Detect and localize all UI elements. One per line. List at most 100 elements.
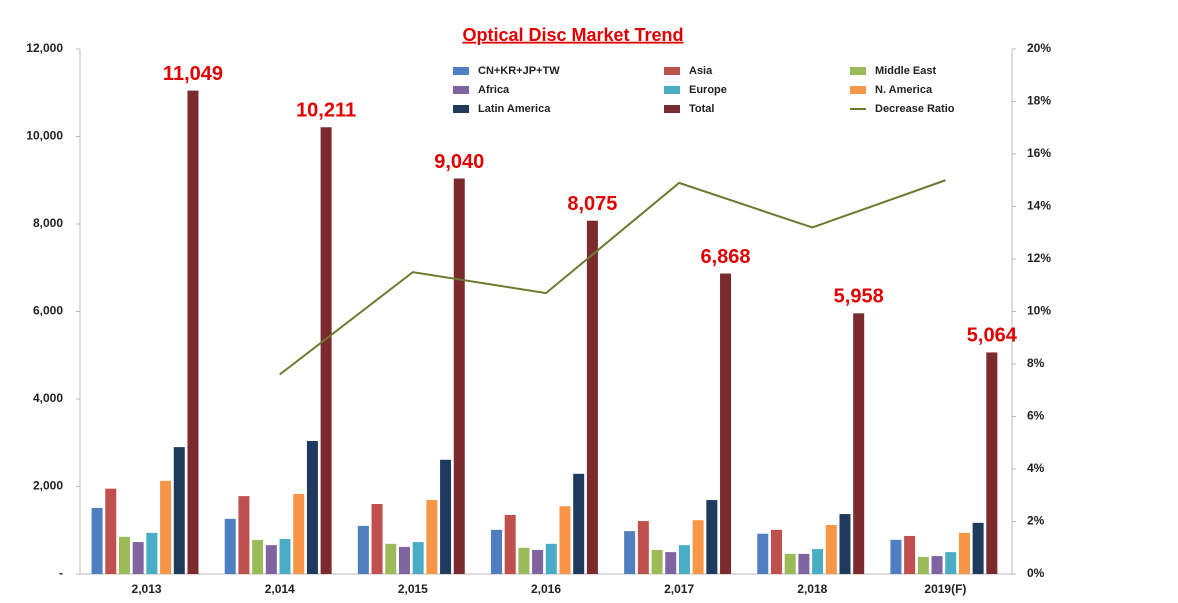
x-tick-label: 2,017 bbox=[664, 582, 694, 596]
bar bbox=[770, 529, 782, 574]
legend-label: Decrease Ratio bbox=[875, 103, 955, 115]
bar bbox=[839, 514, 851, 574]
legend-swatch bbox=[453, 105, 469, 113]
legend-label: N. America bbox=[875, 84, 933, 96]
x-tick-label: 2,013 bbox=[132, 582, 162, 596]
bar bbox=[904, 535, 916, 574]
bar bbox=[986, 352, 998, 574]
x-tick-label: 2,016 bbox=[531, 582, 561, 596]
data-label: 11,049 bbox=[163, 63, 223, 85]
bar bbox=[320, 127, 332, 575]
bar bbox=[453, 178, 465, 574]
bar bbox=[385, 543, 397, 574]
bar bbox=[398, 546, 410, 574]
legend-swatch bbox=[453, 86, 469, 94]
bar bbox=[118, 536, 130, 574]
y-tick-label: 8,000 bbox=[33, 216, 63, 230]
legend-label: CN+KR+JP+TW bbox=[478, 65, 560, 77]
x-tick-label: 2,018 bbox=[797, 582, 827, 596]
y2-tick-label: 6% bbox=[1027, 409, 1045, 423]
bar bbox=[757, 533, 769, 574]
bar bbox=[160, 480, 172, 574]
bar bbox=[132, 542, 144, 574]
y-tick-label: 6,000 bbox=[33, 304, 63, 318]
data-label: 9,040 bbox=[434, 151, 484, 173]
bar bbox=[665, 552, 677, 574]
bar bbox=[371, 504, 383, 574]
bar bbox=[426, 500, 438, 574]
legend-swatch bbox=[850, 86, 866, 94]
bar bbox=[265, 545, 277, 574]
bar bbox=[798, 553, 810, 574]
bar bbox=[586, 220, 598, 574]
bar bbox=[972, 522, 984, 574]
bar bbox=[279, 539, 291, 574]
x-tick-label: 2019(F) bbox=[924, 582, 966, 596]
bar bbox=[491, 529, 502, 574]
bar bbox=[224, 518, 236, 574]
bar bbox=[890, 539, 902, 574]
data-label: 5,958 bbox=[834, 286, 884, 308]
y2-tick-label: 18% bbox=[1027, 94, 1051, 108]
bar bbox=[504, 514, 516, 574]
y2-tick-label: 0% bbox=[1027, 566, 1045, 580]
bar bbox=[917, 556, 929, 574]
y-tick-label: 12,000 bbox=[26, 41, 63, 55]
data-label: 8,075 bbox=[567, 193, 617, 215]
legend-swatch bbox=[664, 86, 680, 94]
bar bbox=[624, 531, 636, 574]
bar bbox=[945, 552, 957, 574]
bar bbox=[357, 525, 369, 574]
legend-swatch bbox=[664, 105, 680, 113]
bar bbox=[173, 447, 185, 574]
bar bbox=[784, 553, 796, 574]
bar bbox=[518, 547, 530, 574]
bar bbox=[252, 539, 264, 574]
bar bbox=[931, 556, 943, 574]
bar bbox=[573, 473, 585, 574]
bar bbox=[187, 90, 199, 574]
y2-tick-label: 2% bbox=[1027, 514, 1045, 528]
bar bbox=[412, 542, 424, 574]
legend-swatch bbox=[664, 67, 680, 75]
data-label: 6,868 bbox=[701, 246, 751, 268]
bar bbox=[293, 493, 305, 574]
bar bbox=[678, 545, 690, 574]
y-tick-label: - bbox=[59, 566, 63, 580]
y-tick-label: 4,000 bbox=[33, 391, 63, 405]
bar bbox=[706, 500, 718, 574]
legend-label: Africa bbox=[478, 84, 510, 96]
data-label: 10,211 bbox=[296, 100, 356, 122]
y-tick-label: 2,000 bbox=[33, 479, 63, 493]
bar bbox=[825, 525, 837, 574]
bar bbox=[532, 549, 544, 574]
bar bbox=[692, 520, 704, 574]
legend-label: Europe bbox=[689, 84, 727, 96]
bar bbox=[958, 532, 970, 574]
legend-label: Middle East bbox=[875, 65, 936, 77]
legend-label: Asia bbox=[689, 65, 713, 77]
bar bbox=[651, 549, 663, 574]
y2-tick-label: 10% bbox=[1027, 304, 1051, 318]
legend-swatch bbox=[453, 67, 469, 75]
bar bbox=[440, 459, 452, 574]
y2-tick-label: 12% bbox=[1027, 251, 1051, 265]
bar bbox=[720, 273, 732, 574]
legend-label: Total bbox=[689, 103, 714, 115]
bar bbox=[146, 532, 158, 574]
x-tick-label: 2,015 bbox=[398, 582, 428, 596]
bar bbox=[91, 507, 103, 574]
legend-label: Latin America bbox=[478, 103, 551, 115]
y2-tick-label: 8% bbox=[1027, 356, 1045, 370]
bar bbox=[238, 496, 250, 574]
x-tick-label: 2,014 bbox=[265, 582, 295, 596]
bar bbox=[545, 543, 557, 574]
ratio-line bbox=[279, 179, 946, 376]
data-label: 5,064 bbox=[967, 325, 1018, 347]
bar bbox=[306, 441, 318, 574]
bar bbox=[559, 506, 571, 574]
y2-tick-label: 14% bbox=[1027, 199, 1051, 213]
chart-title: Optical Disc Market Trend bbox=[462, 25, 683, 45]
legend-swatch bbox=[850, 67, 866, 75]
